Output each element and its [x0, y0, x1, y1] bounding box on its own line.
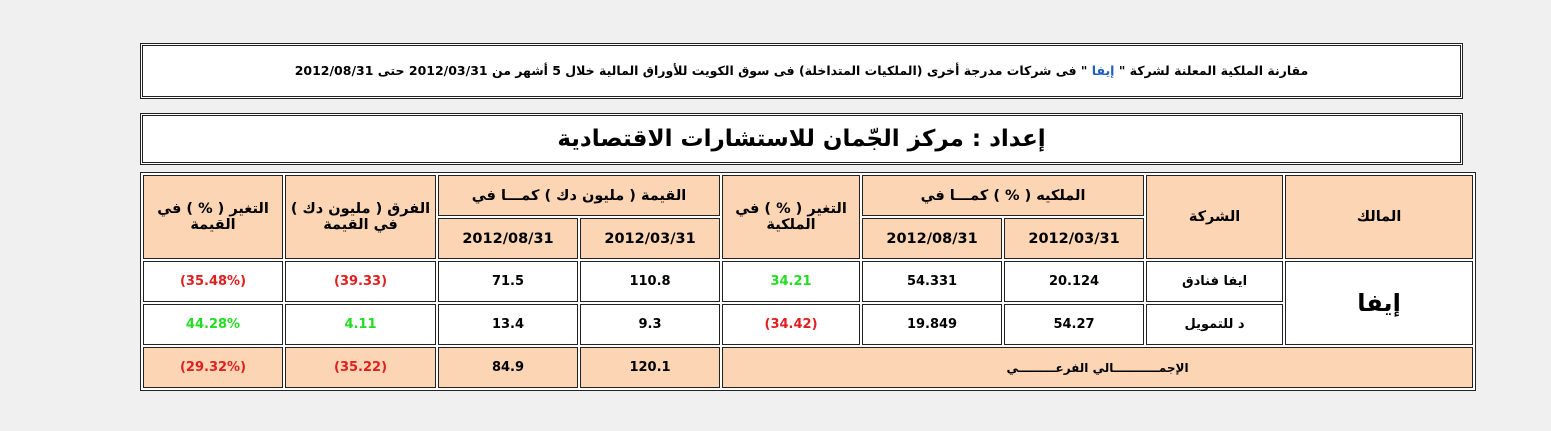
- owner-cell: إيفا: [1285, 261, 1474, 345]
- header-box: مقارنة الملكية المعلنة لشركة " إيفا " فى…: [140, 43, 1463, 99]
- cell: (39.33): [285, 261, 436, 302]
- cell: 110.8: [580, 261, 721, 302]
- title-company: إيفا: [1091, 63, 1115, 78]
- cell: 13.4: [438, 304, 579, 345]
- cell: 4.11: [285, 304, 436, 345]
- cell: 54.331: [862, 261, 1003, 302]
- title: " فى شركات مدرجة أخرى (الملكيات المتداخل…: [294, 63, 1092, 78]
- cell: 20.124: [1004, 261, 1145, 302]
- date-cell: 2012/03/31: [1004, 218, 1145, 259]
- cell: 54.27: [1004, 304, 1145, 345]
- subtitle: إعداد : مركز الجّمان للاستشارات الاقتصاد…: [140, 113, 1463, 165]
- header-cell: الشركة: [1146, 175, 1284, 259]
- header-cell: التغير ( % ) في القيمة: [143, 175, 283, 259]
- total-cell: 120.1: [580, 347, 721, 388]
- date-cell: 2012/08/31: [862, 218, 1003, 259]
- cell: (34.42): [722, 304, 861, 345]
- company-cell: ايفا فنادق: [1146, 261, 1284, 302]
- header-cell: المالك: [1285, 175, 1474, 259]
- cell: 34.21: [722, 261, 861, 302]
- data-table: المالك الشركة الملكيه ( % ) كمـــا في ال…: [140, 172, 1477, 391]
- header-cell: التغير ( % ) في الملكية: [722, 175, 861, 259]
- header-cell: الفرق ( مليون دك ) في القيمة: [285, 175, 436, 259]
- company-cell: د للتمويل: [1146, 304, 1284, 345]
- total-label: الإجمـــــــــــالي الفرعـــــــــي: [722, 347, 1474, 388]
- total-cell: 84.9: [438, 347, 579, 388]
- cell: 19.849: [862, 304, 1003, 345]
- total-cell: (29.32%): [143, 347, 283, 388]
- header-cell: الملكيه ( % ) كمـــا في: [862, 175, 1145, 216]
- cell: 44.28%: [143, 304, 283, 345]
- cell: 9.3: [580, 304, 721, 345]
- header-cell: القيمة ( مليون دك ) كمـــا في: [438, 175, 721, 216]
- cell: (35.48%): [143, 261, 283, 302]
- total-cell: (35.22): [285, 347, 436, 388]
- cell: 71.5: [438, 261, 579, 302]
- date-cell: 2012/03/31: [580, 218, 721, 259]
- title: مقارنة الملكية المعلنة لشركة ": [1114, 63, 1309, 78]
- date-cell: 2012/08/31: [438, 218, 579, 259]
